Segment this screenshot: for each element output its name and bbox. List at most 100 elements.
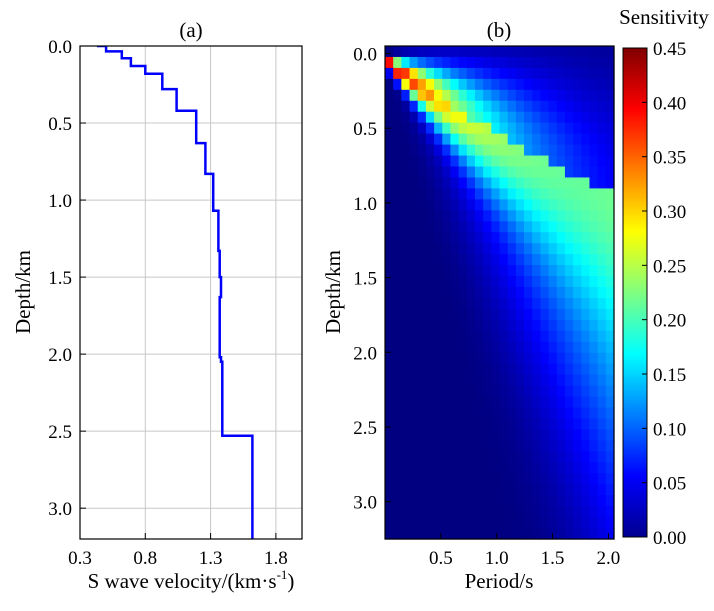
heatmap-cell [548, 308, 558, 321]
heatmap-cell [548, 133, 558, 146]
heatmap-cell [401, 319, 411, 332]
heatmap-cell [548, 297, 558, 310]
heatmap-cell [524, 122, 533, 135]
heatmap-cell [556, 363, 566, 376]
heatmap-cell [434, 199, 443, 211]
heatmap-cell [589, 254, 599, 266]
heatmap-cell [385, 67, 394, 80]
heatmap-cell [483, 330, 492, 343]
heatmap-cell [409, 506, 419, 518]
heatmap-cell [458, 199, 468, 211]
heatmap-cell [581, 221, 591, 233]
heatmap-cell [589, 407, 599, 420]
heatmap-cell [393, 166, 402, 179]
heatmap-cell [589, 67, 599, 80]
heatmap-cell [515, 46, 525, 58]
heatmap-cell [434, 56, 443, 69]
heatmap-cell [483, 495, 492, 507]
heatmap-cell [564, 265, 574, 277]
heatmap-cell [589, 484, 599, 496]
heatmap-cell [483, 341, 492, 354]
heatmap-cell [515, 133, 525, 146]
heatmap-cell [434, 451, 443, 463]
heatmap-cell [524, 352, 533, 365]
heatmap-cell [540, 243, 550, 255]
heatmap-cell [499, 352, 509, 365]
heatmap-cell [540, 56, 550, 69]
heatmap-cell [401, 243, 411, 255]
heatmap-cell [450, 100, 460, 113]
heatmap-cell [573, 495, 582, 507]
heatmap-cell [556, 308, 566, 321]
heatmap-cell [393, 111, 402, 124]
heatmap-cell [409, 407, 419, 420]
heatmap-cell [483, 177, 492, 190]
heatmap-cell [564, 67, 574, 80]
heatmap-cell [442, 462, 452, 474]
heatmap-cell [524, 100, 533, 113]
heatmap-cell [409, 67, 419, 80]
heatmap-cell [499, 429, 509, 441]
x-axis-title-main: S wave velocity/(km·s [88, 569, 277, 593]
heatmap-cell [532, 232, 541, 244]
heatmap-cell [532, 155, 541, 168]
heatmap-cell [589, 78, 599, 91]
heatmap-cell [409, 462, 419, 474]
heatmap-cell [385, 111, 394, 124]
heatmap-cell [450, 265, 460, 277]
heatmap-cell [450, 67, 460, 80]
heatmap-cell [540, 418, 550, 431]
heatmap-cell [474, 352, 484, 365]
heatmap-cell [491, 451, 501, 463]
heatmap-cell [393, 122, 402, 135]
heatmap-cell [385, 287, 394, 299]
heatmap-cell [532, 308, 541, 321]
heatmap-cell [548, 418, 558, 431]
heatmap-cell [409, 232, 419, 244]
heatmap-cell [515, 407, 525, 420]
heatmap-cell [524, 517, 533, 529]
panel-a-y-tick-label: 0.5 [48, 114, 72, 135]
heatmap-cell [458, 319, 468, 332]
heatmap-cell [385, 144, 394, 157]
heatmap-cell [524, 265, 533, 277]
heatmap-cell [401, 100, 411, 113]
heatmap-cell [409, 517, 419, 529]
heatmap-cell [401, 155, 411, 168]
heatmap-cell [434, 517, 443, 529]
heatmap-cell [417, 374, 427, 387]
heatmap-cell [573, 177, 582, 190]
heatmap-cell [532, 330, 541, 343]
heatmap-cell [401, 254, 411, 266]
heatmap-cell [532, 319, 541, 332]
colorbar-ticks: 0.00 0.05 0.10 0.15 0.20 0.25 0.30 0.35 0.40 0.45 [642, 39, 686, 549]
heatmap-cell [507, 89, 517, 102]
heatmap-cell [564, 243, 574, 255]
heatmap-cell [450, 56, 460, 69]
heatmap-cell [564, 100, 574, 113]
heatmap-cell [540, 144, 550, 157]
heatmap-cell [515, 396, 525, 409]
heatmap-cell [605, 484, 615, 496]
heatmap-cell [597, 495, 607, 507]
x-axis-title-superscript: -1 [277, 567, 288, 582]
heatmap-cell [458, 462, 468, 474]
heatmap-cell [581, 363, 591, 376]
heatmap-cell [564, 330, 574, 343]
heatmap-cell [401, 166, 411, 179]
heatmap-cell [515, 418, 525, 431]
heatmap-cell [466, 155, 476, 168]
heatmap-cell [409, 221, 419, 233]
heatmap-cell [597, 78, 607, 91]
heatmap-cell [581, 385, 591, 398]
heatmap-cell [434, 319, 443, 332]
heatmap-cell [507, 517, 517, 529]
heatmap-cell [401, 506, 411, 518]
heatmap-cell [434, 484, 443, 496]
heatmap-cell [450, 287, 460, 299]
heatmap-cell [573, 67, 582, 80]
heatmap-cell [597, 254, 607, 266]
heatmap-cell [573, 418, 582, 431]
heatmap-cell [483, 254, 492, 266]
heatmap-cell [442, 221, 452, 233]
